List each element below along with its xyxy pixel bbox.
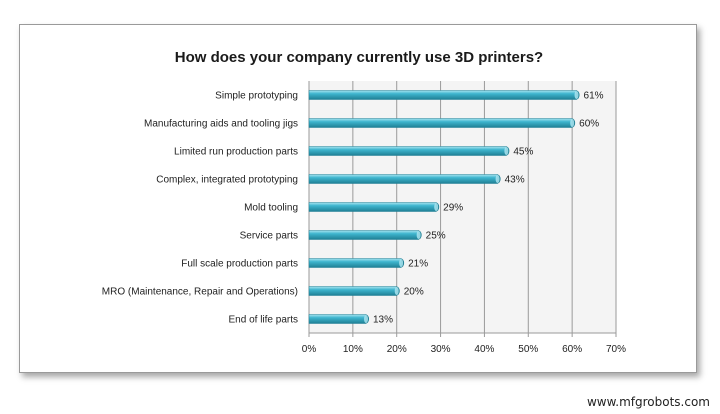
data-label: 43%: [505, 175, 525, 186]
bar: [308, 258, 402, 268]
bar-end-face: [394, 287, 399, 295]
data-label: 25%: [426, 231, 446, 242]
category-label: Simple prototyping: [215, 91, 298, 102]
x-tick-label: 50%: [518, 344, 538, 355]
x-tick-label: 10%: [343, 344, 363, 355]
bar: [308, 230, 419, 240]
category-label: Limited run production parts: [174, 147, 298, 158]
chart-title: How does your company currently use 3D p…: [174, 49, 544, 66]
category-label: Complex, integrated prototyping: [156, 175, 298, 186]
data-label: 21%: [408, 259, 428, 270]
data-label: 45%: [513, 147, 533, 158]
bar: [308, 314, 367, 324]
bar-end-face: [574, 91, 579, 99]
x-tick-label: 60%: [562, 344, 582, 355]
bar-end-face: [495, 175, 500, 183]
bar: [308, 146, 507, 156]
bar-end-face: [570, 119, 575, 127]
x-tick-label: 30%: [431, 344, 451, 355]
x-tick-label: 20%: [387, 344, 407, 355]
x-tick-label: 70%: [606, 344, 626, 355]
x-tick-label: 40%: [474, 344, 494, 355]
category-label: Mold tooling: [244, 203, 298, 214]
bar: [308, 90, 577, 100]
bar-chart: Simple prototyping Manufacturing aids and…: [102, 81, 626, 355]
bar-end-face: [504, 147, 509, 155]
bar-end-face: [364, 315, 369, 323]
data-label: 61%: [584, 91, 604, 102]
bar: [308, 174, 498, 184]
data-label: 29%: [443, 203, 463, 214]
bar: [308, 286, 397, 296]
category-label: MRO (Maintenance, Repair and Operations): [102, 287, 298, 298]
data-label: 20%: [404, 287, 424, 298]
category-label: Manufacturing aids and tooling jigs: [144, 119, 298, 130]
data-label: 13%: [373, 315, 393, 326]
bar: [308, 118, 573, 128]
watermark-text: www.mfgrobots.com: [586, 395, 710, 409]
category-label: End of life parts: [229, 315, 298, 326]
data-label: 60%: [579, 119, 599, 130]
category-label: Full scale production parts: [181, 259, 298, 270]
chart-frame: How does your company currently use 3D p…: [19, 24, 697, 373]
bar-end-face: [416, 231, 421, 239]
bar: [308, 202, 437, 212]
x-tick-label: 0%: [302, 344, 317, 355]
category-label: Service parts: [240, 231, 298, 242]
bar-end-face: [434, 203, 439, 211]
bar-end-face: [399, 259, 404, 267]
